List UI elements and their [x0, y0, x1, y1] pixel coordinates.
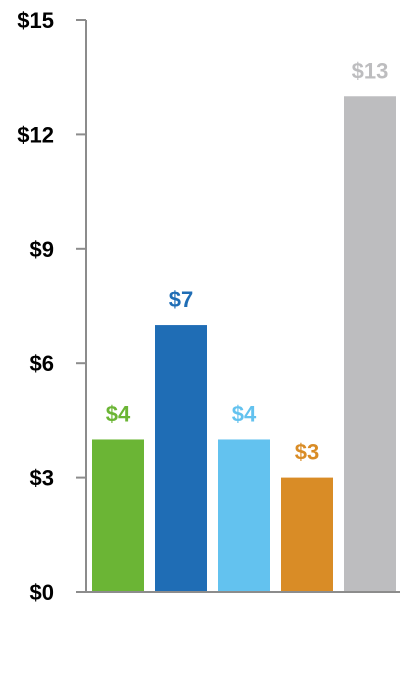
bar-data-label: $4: [106, 401, 131, 426]
bars: [92, 96, 396, 593]
bar: [344, 96, 396, 593]
bar: [155, 325, 207, 592]
y-tick-label: $6: [30, 351, 54, 376]
data-labels: $4 $7 $4 $3 $13: [106, 58, 389, 464]
bar-data-label: $4: [232, 401, 257, 426]
y-tick-label: $9: [30, 237, 54, 262]
y-tick-label: $3: [30, 466, 54, 491]
y-axis-ticks: $0 $3 $6 $9 $12 $15: [17, 8, 86, 605]
bar: [218, 439, 270, 592]
bar-data-label: $13: [352, 58, 389, 83]
bar: [281, 477, 333, 592]
y-tick-label: $0: [30, 580, 54, 605]
bar-data-label: $7: [169, 287, 193, 312]
y-tick-label: $15: [17, 8, 54, 33]
bar-data-label: $3: [295, 440, 319, 465]
y-tick-label: $12: [17, 122, 54, 147]
bar: [92, 439, 144, 592]
